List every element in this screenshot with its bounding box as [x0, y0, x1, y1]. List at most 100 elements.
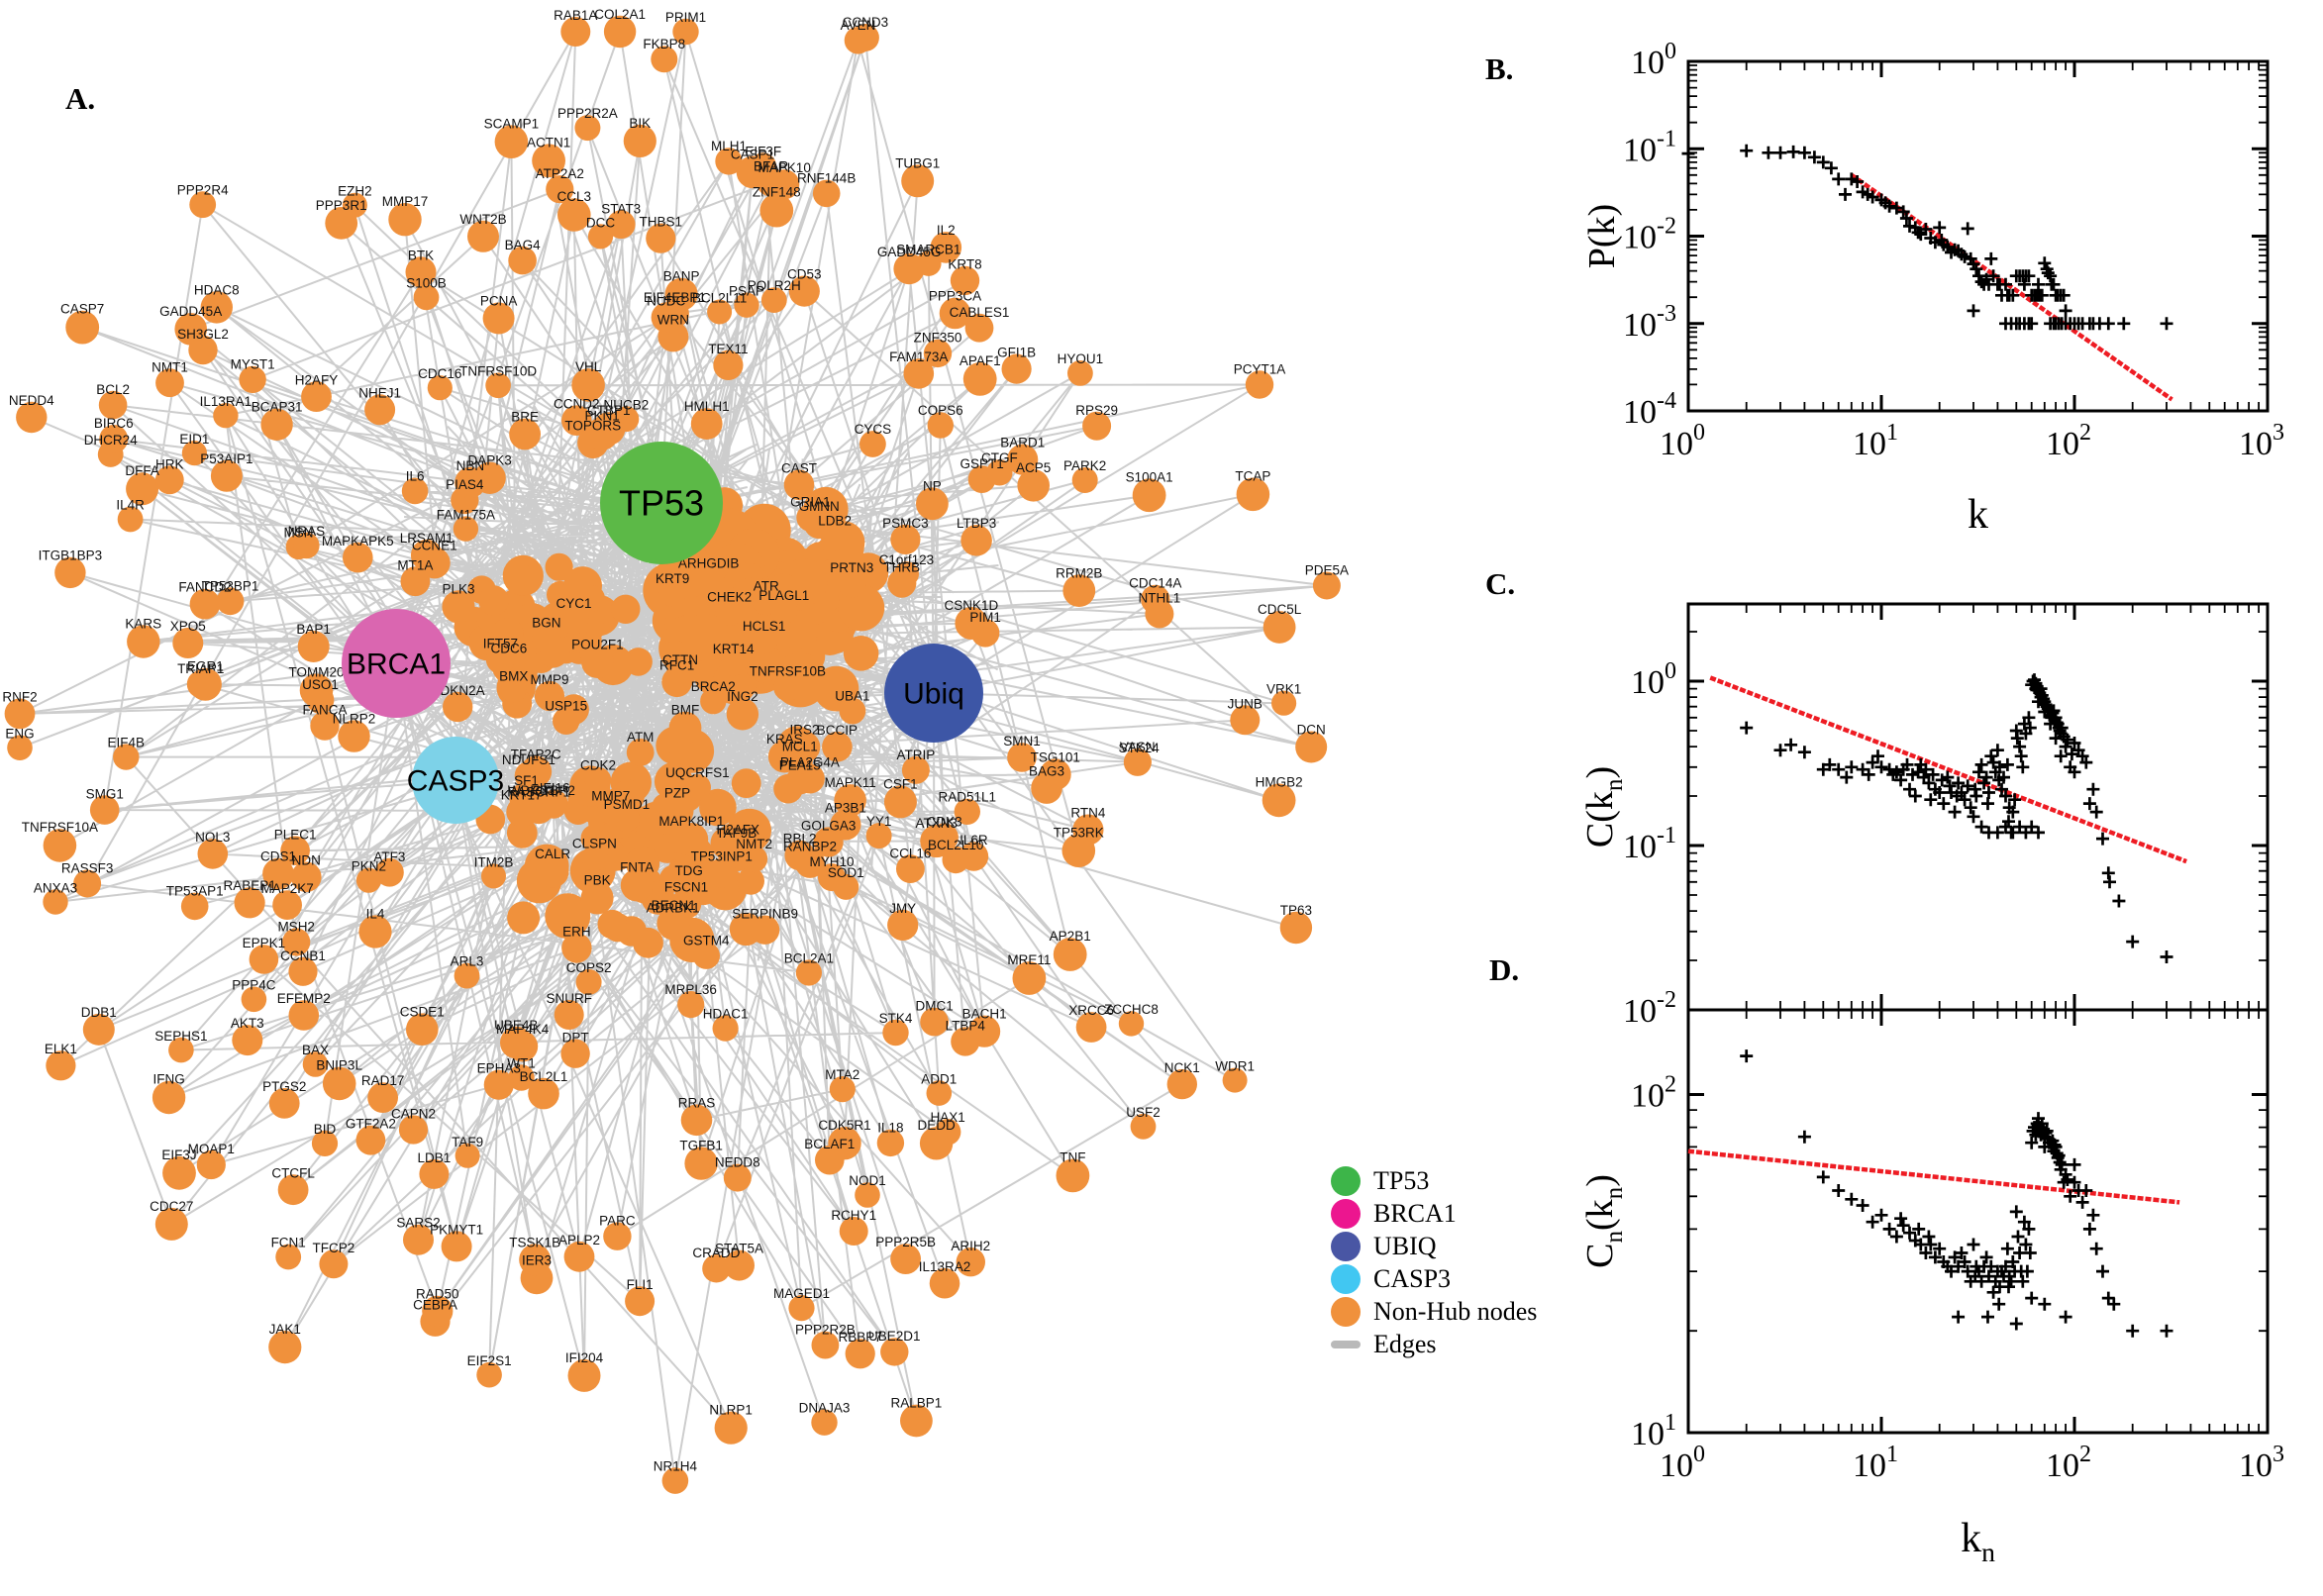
svg-text:ERH: ERH	[562, 924, 591, 939]
svg-text:k: k	[1968, 492, 1988, 538]
svg-text:MYST1: MYST1	[231, 357, 275, 372]
svg-text:WT1: WT1	[507, 1055, 536, 1070]
svg-text:XRCC6: XRCC6	[1068, 1003, 1114, 1018]
svg-text:GOLGA3: GOLGA3	[801, 818, 857, 833]
svg-text:CCNE1: CCNE1	[412, 539, 457, 553]
svg-text:NDN: NDN	[292, 853, 321, 868]
svg-text:IL18: IL18	[877, 1121, 903, 1136]
svg-text:ATP2A2: ATP2A2	[536, 166, 584, 181]
svg-text:WDR33: WDR33	[508, 783, 555, 798]
svg-text:CABLES1: CABLES1	[950, 305, 1010, 320]
svg-text:CDC14A: CDC14A	[1129, 576, 1181, 591]
svg-text:GADD45A: GADD45A	[159, 304, 222, 319]
svg-text:C1orf123: C1orf123	[879, 552, 935, 567]
svg-text:NMT1: NMT1	[152, 359, 188, 374]
svg-text:HRK: HRK	[155, 456, 184, 471]
edge-swatch-icon	[1331, 1340, 1361, 1348]
svg-text:CCL3: CCL3	[557, 189, 592, 204]
plot-frame	[1686, 602, 2270, 1012]
svg-text:PKN1: PKN1	[585, 409, 620, 424]
svg-text:TAF9B: TAF9B	[716, 826, 757, 841]
svg-text:CYCS: CYCS	[855, 422, 892, 437]
svg-text:KRT14: KRT14	[713, 642, 755, 656]
svg-text:MMP9: MMP9	[530, 672, 568, 687]
svg-text:NEDD4: NEDD4	[9, 393, 54, 408]
svg-text:BMF: BMF	[671, 703, 700, 718]
svg-text:BGN: BGN	[532, 615, 560, 630]
svg-text:BARD1: BARD1	[1000, 436, 1045, 450]
svg-text:FCN1: FCN1	[271, 1236, 306, 1250]
svg-text:NMT2: NMT2	[736, 837, 772, 851]
network-hub-nodes: TP53 BRCA1 Ubiq CASP3	[342, 442, 983, 824]
svg-text:PPP4C: PPP4C	[232, 978, 276, 993]
svg-text:CDC6: CDC6	[491, 642, 528, 656]
node-swatch-icon	[1331, 1263, 1361, 1294]
y-axis-title: C(kn​)	[1579, 766, 1628, 848]
svg-text:POLR2H: POLR2H	[748, 278, 801, 293]
svg-text:NBN: NBN	[456, 458, 485, 473]
svg-text:PEA15: PEA15	[779, 757, 821, 772]
svg-text:ATXN3: ATXN3	[916, 816, 959, 831]
svg-text:PCYT1A: PCYT1A	[1234, 361, 1286, 376]
svg-text:10-2: 10-2	[1623, 987, 1676, 1030]
svg-text:PKN2: PKN2	[352, 859, 386, 874]
svg-text:NRAS: NRAS	[288, 524, 326, 539]
svg-text:UBE2D1: UBE2D1	[868, 1329, 921, 1344]
svg-text:ATR: ATR	[754, 579, 779, 594]
svg-text:WDR1: WDR1	[1215, 1059, 1255, 1074]
svg-text:THRB: THRB	[883, 560, 920, 575]
legend-item-label: UBIQ	[1373, 1231, 1437, 1260]
svg-text:USO1: USO1	[302, 677, 339, 692]
svg-text:MAP4K4: MAP4K4	[496, 1022, 550, 1037]
svg-text:TNFRSF10A: TNFRSF10A	[22, 820, 98, 835]
svg-text:MTA2: MTA2	[825, 1067, 859, 1082]
svg-text:APAF1: APAF1	[960, 353, 1001, 368]
svg-text:P(k): P(k)	[1581, 204, 1623, 268]
svg-text:PLA2G4A: PLA2G4A	[780, 755, 840, 770]
svg-text:NCK1: NCK1	[1164, 1060, 1200, 1075]
svg-text:IER3: IER3	[522, 1253, 552, 1268]
svg-text:CTCFL: CTCFL	[271, 1165, 315, 1180]
legend-item-label: Non-Hub nodes	[1373, 1296, 1538, 1326]
svg-text:DCN: DCN	[1297, 723, 1326, 738]
svg-text:DHCR24: DHCR24	[84, 433, 139, 448]
svg-text:MOAP1: MOAP1	[188, 1142, 235, 1156]
minor-ticks	[1688, 61, 2268, 411]
svg-text:TFCP2: TFCP2	[313, 1241, 355, 1255]
svg-text:BACH1: BACH1	[962, 1007, 1007, 1022]
panel-b-label: B.	[1485, 51, 1514, 86]
svg-text:AP3B1: AP3B1	[825, 800, 866, 815]
svg-text:PSMD1: PSMD1	[604, 797, 651, 812]
svg-text:COPS2: COPS2	[566, 960, 612, 975]
svg-text:RRAS: RRAS	[678, 1096, 716, 1111]
svg-text:MAPK8IP1: MAPK8IP1	[658, 814, 724, 829]
svg-text:NLRP2: NLRP2	[333, 711, 376, 726]
svg-text:NLRP1: NLRP1	[709, 1403, 753, 1418]
svg-text:EIF3J: EIF3J	[161, 1147, 196, 1162]
svg-text:BAX: BAX	[302, 1043, 329, 1057]
svg-text:EID1: EID1	[179, 432, 209, 447]
svg-text:MYH10: MYH10	[809, 854, 854, 869]
svg-text:PSAP: PSAP	[729, 284, 764, 299]
svg-text:DFFA: DFFA	[125, 463, 159, 478]
svg-text:GTF2A2: GTF2A2	[346, 1117, 396, 1132]
legend-item-label: TP53	[1373, 1165, 1430, 1195]
svg-text:USP15: USP15	[545, 699, 587, 714]
svg-text:LTBP3: LTBP3	[957, 516, 996, 531]
svg-text:TOMM20: TOMM20	[288, 664, 344, 679]
svg-text:COL2A1: COL2A1	[594, 7, 646, 22]
svg-text:CSDE1: CSDE1	[400, 1004, 445, 1019]
svg-text:IRS2: IRS2	[789, 723, 819, 738]
svg-text:RNF144B: RNF144B	[797, 171, 856, 186]
svg-text:HYOU1: HYOU1	[1058, 351, 1104, 366]
svg-text:ARIH2: ARIH2	[951, 1239, 990, 1253]
svg-text:MAPK11: MAPK11	[824, 775, 875, 790]
svg-text:ACTN1: ACTN1	[527, 135, 570, 150]
svg-text:RCHY1: RCHY1	[831, 1208, 876, 1223]
svg-text:BRE: BRE	[511, 410, 539, 425]
svg-text:FLI1: FLI1	[627, 1277, 654, 1292]
svg-text:BTK: BTK	[408, 248, 434, 262]
svg-text:TNFRSF10D: TNFRSF10D	[459, 364, 537, 379]
svg-text:BCAP31: BCAP31	[252, 400, 303, 415]
svg-text:BAP1: BAP1	[296, 622, 331, 637]
